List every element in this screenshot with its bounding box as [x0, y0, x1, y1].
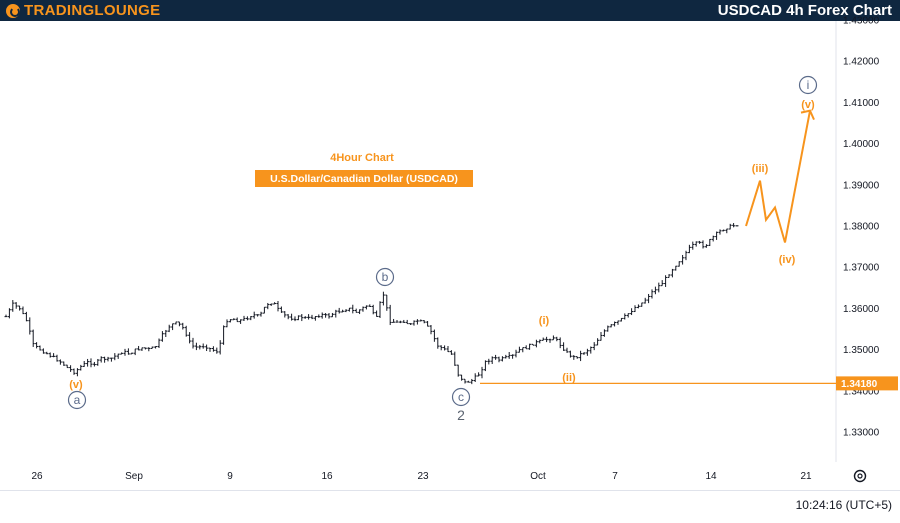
- x-tick-label: 21: [800, 471, 812, 482]
- wave-label-circle: [451, 387, 471, 407]
- gear-icon[interactable]: [853, 469, 867, 483]
- y-tick-label: 1.35000: [843, 345, 880, 356]
- x-tick-label: 7: [612, 471, 618, 482]
- y-tick-label: 1.39000: [843, 180, 880, 191]
- utc-clock[interactable]: 10:24:16 (UTC+5): [795, 498, 892, 512]
- wave-label: (v): [801, 99, 815, 111]
- price-tag-label: 1.34180: [841, 379, 878, 390]
- projection-arrowhead: [800, 109, 815, 121]
- y-tick-label: 1.40000: [843, 139, 880, 150]
- wave-projection-line: [745, 110, 811, 243]
- y-tick-label: 1.37000: [843, 263, 880, 274]
- x-tick-label: 16: [321, 471, 333, 482]
- instrument-label: U.S.Dollar/Canadian Dollar (USDCAD): [270, 173, 458, 185]
- chart-timeframe-label: 4Hour Chart: [330, 152, 394, 164]
- x-tick-label: 23: [417, 471, 429, 482]
- wave-label: 2: [457, 407, 465, 423]
- tradinglounge-logo[interactable]: TRADINGLOUNGE: [6, 1, 160, 20]
- chart-title: USDCAD 4h Forex Chart: [717, 2, 892, 19]
- wave-label: (i): [539, 315, 550, 327]
- wave-label: (iv): [779, 254, 796, 266]
- wave-label: (iii): [752, 163, 769, 175]
- y-tick-label: 1.38000: [843, 222, 880, 233]
- wave-label: b: [382, 270, 389, 284]
- wave-label-circle: [67, 390, 87, 410]
- footer-bar: [0, 490, 900, 523]
- x-tick-label: Oct: [530, 471, 546, 482]
- wave-label-circle: [375, 267, 395, 287]
- wave-label: c: [458, 390, 464, 404]
- instrument-label-box: [255, 170, 473, 187]
- price-tag: [836, 376, 898, 391]
- y-tick-label: 1.42000: [843, 57, 880, 68]
- y-tick-label: 1.34000: [843, 386, 880, 397]
- y-tick-label: 1.36000: [843, 304, 880, 315]
- y-tick-label: 1.41000: [843, 98, 880, 109]
- logo-text: TRADINGLOUNGE: [24, 2, 161, 19]
- y-tick-label: 1.33000: [843, 428, 880, 439]
- wave-label: (v): [69, 379, 83, 391]
- wave-label-circle: [798, 75, 818, 95]
- x-tick-label: 14: [705, 471, 717, 482]
- wave-label: i: [807, 78, 810, 92]
- x-tick-label: 9: [227, 471, 233, 482]
- x-tick-label: Sep: [125, 471, 143, 482]
- header-bar: TRADINGLOUNGE USDCAD 4h Forex Chart: [0, 0, 900, 21]
- y-tick-label: 1.43000: [843, 16, 880, 27]
- x-tick-label: 26: [31, 471, 43, 482]
- wave-label: a: [74, 393, 81, 407]
- logo-icon: [6, 3, 20, 18]
- wave-label: (ii): [562, 372, 576, 384]
